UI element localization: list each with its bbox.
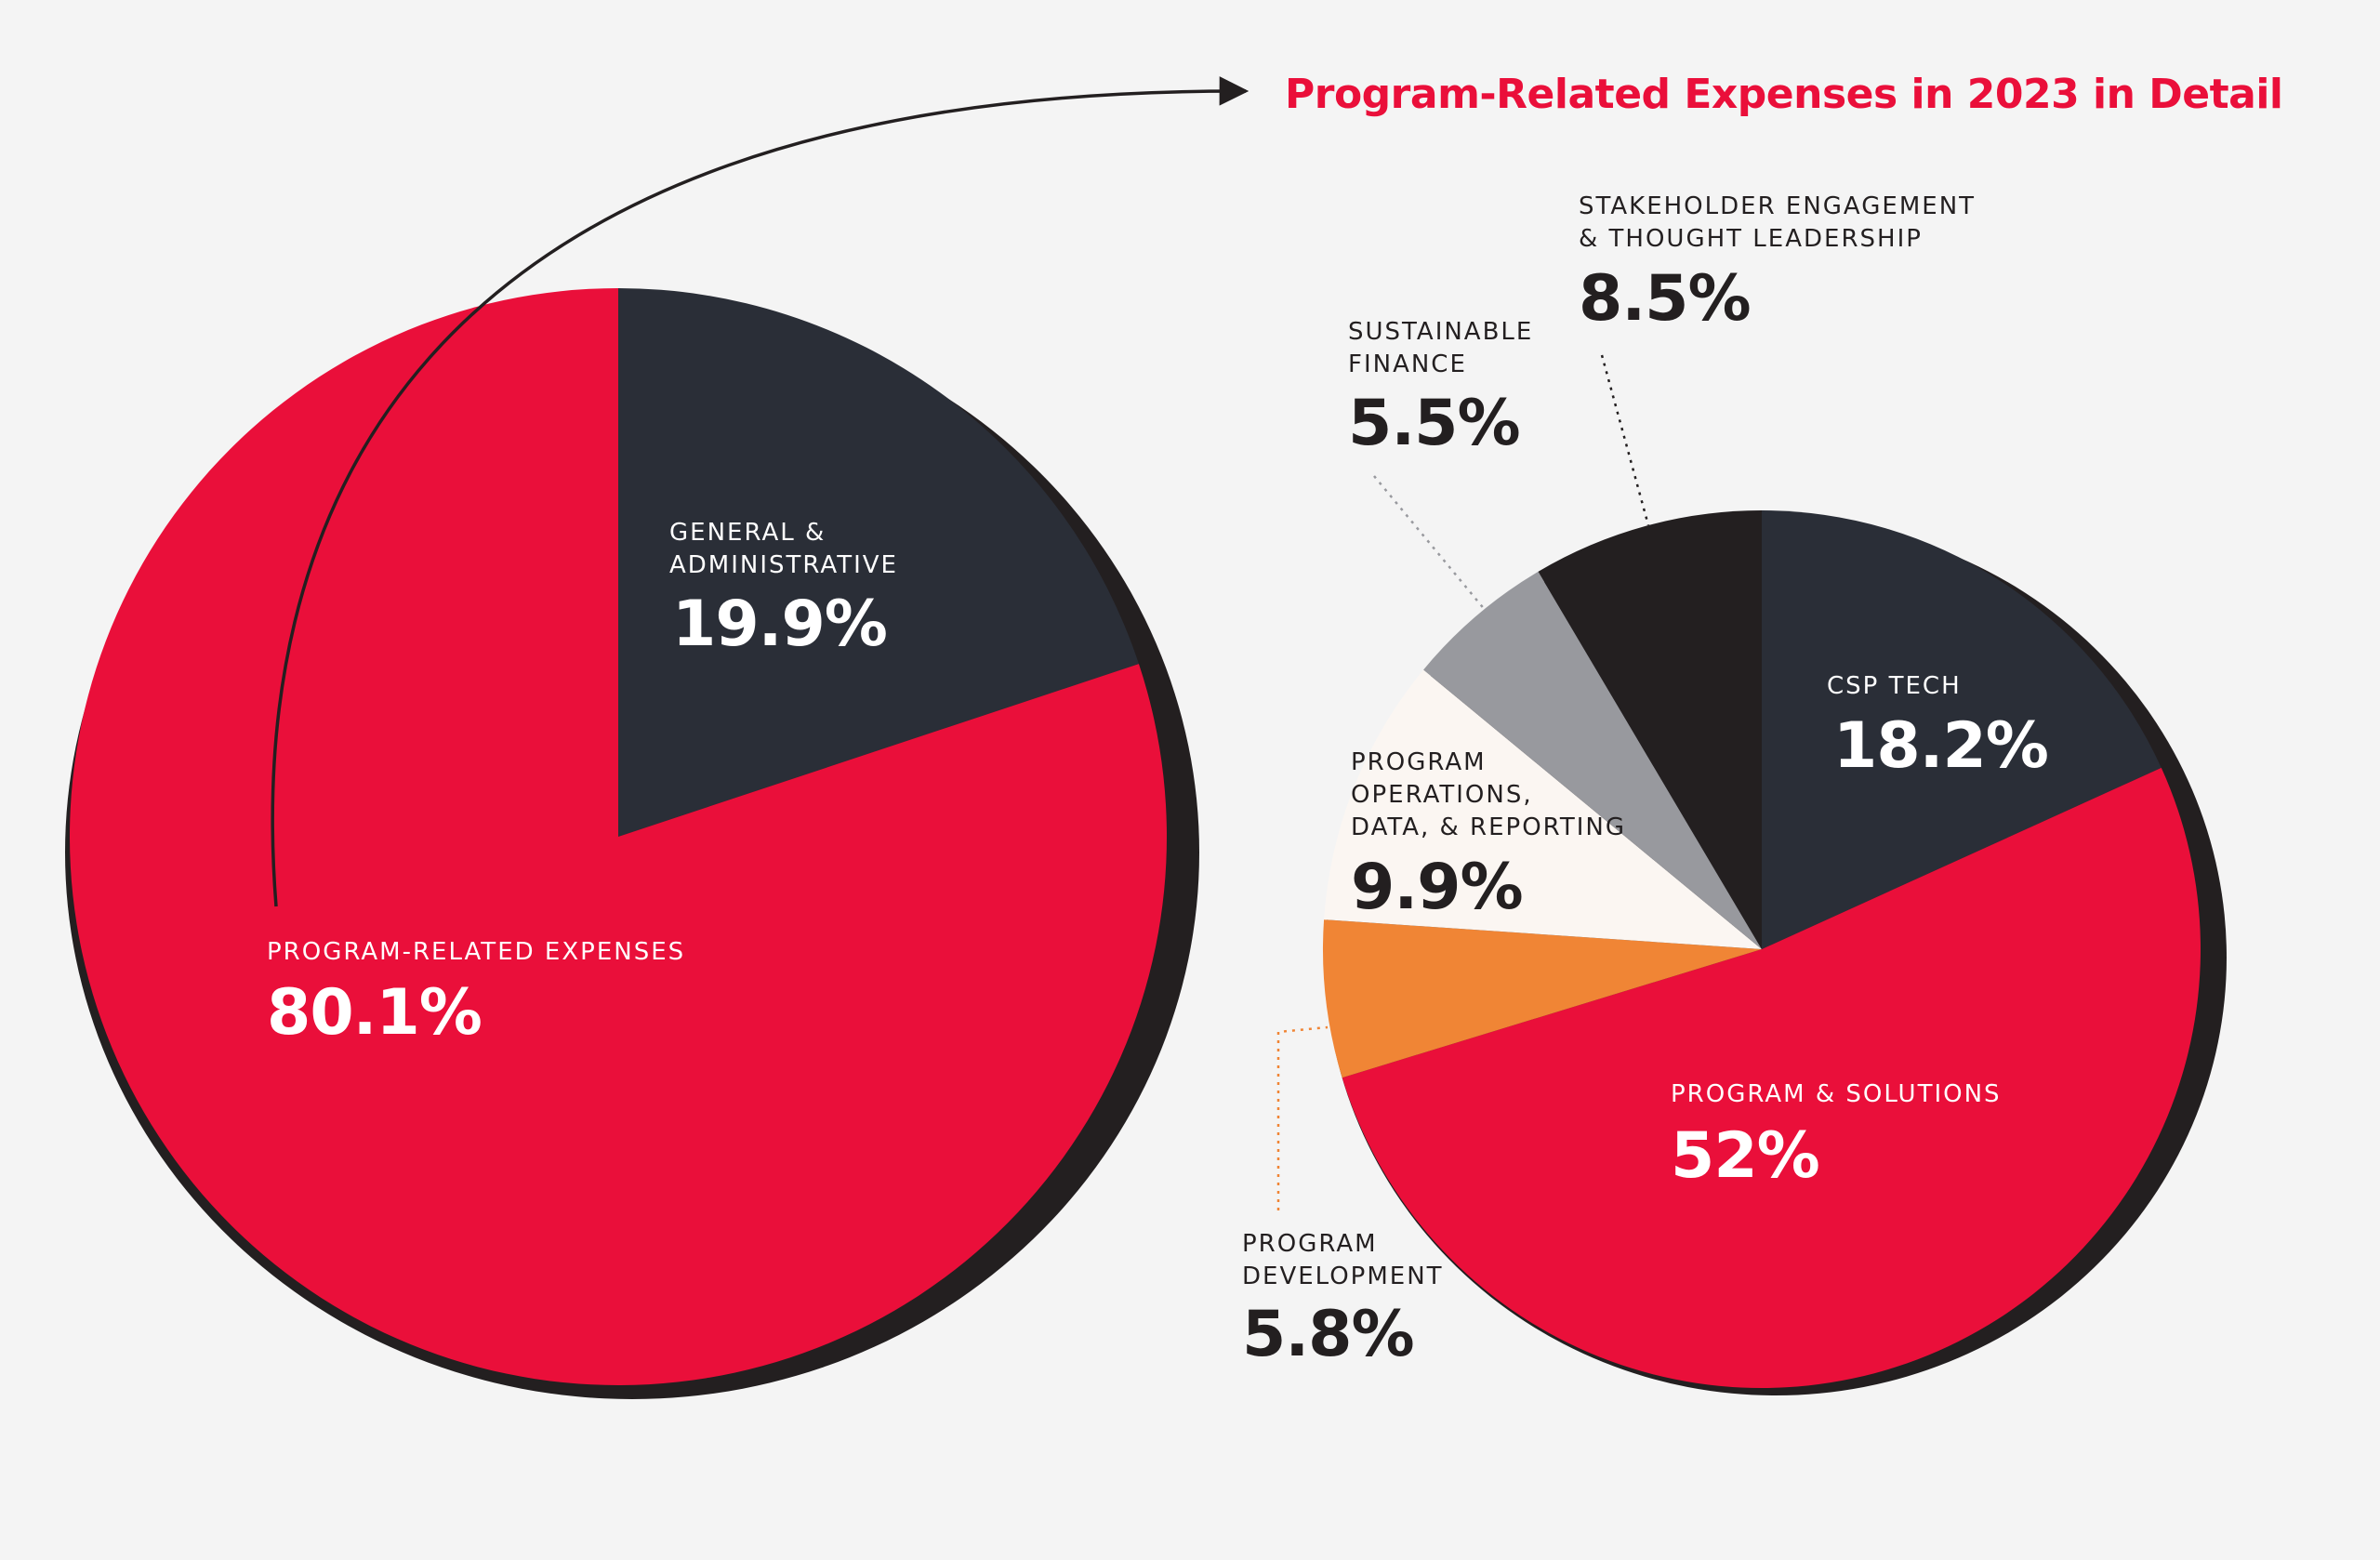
program-development-value: 5.8% bbox=[1242, 1298, 1414, 1371]
program-related-expenses-label: PROGRAM-RELATED EXPENSES bbox=[267, 938, 685, 966]
program-operations-value: 9.9% bbox=[1351, 851, 1523, 924]
program-solutions-value: 52% bbox=[1671, 1119, 1819, 1193]
stakeholder-leader-line bbox=[1600, 354, 1650, 526]
program-operations-label: PROGRAM OPERATIONS, DATA, & REPORTING bbox=[1351, 748, 1626, 841]
detail-slice-program-solutions bbox=[1342, 767, 2201, 1388]
overall-slice-program-related-expenses bbox=[69, 288, 1167, 1385]
program-solutions-label: PROGRAM & SOLUTIONS bbox=[1671, 1080, 2002, 1108]
program-development-leader-line bbox=[1276, 1025, 1329, 1210]
overall-expenses-pie bbox=[65, 288, 1199, 1399]
sustainable-finance-leader-line bbox=[1373, 475, 1487, 612]
connector-arrow bbox=[271, 76, 1250, 907]
detail-chart-title: Program-Related Expenses in 2023 in Deta… bbox=[1285, 71, 2282, 118]
detail-slice-program-operations-data-reporting bbox=[1324, 669, 1762, 949]
csp-tech-value: 18.2% bbox=[1833, 709, 2048, 783]
csp-tech-label: CSP TECH bbox=[1827, 672, 1962, 700]
program-related-expenses-value: 80.1% bbox=[267, 976, 482, 1050]
detail-slice-sustainable-finance bbox=[1423, 571, 1762, 949]
detail-slice-csp-tech bbox=[1762, 510, 2162, 949]
general-administrative-label: GENERAL & ADMINISTRATIVE bbox=[669, 519, 898, 579]
stakeholder-engagement-value: 8.5% bbox=[1579, 262, 1751, 336]
general-administrative-value: 19.9% bbox=[672, 588, 887, 661]
program-detail-pie bbox=[1323, 510, 2227, 1395]
detail-slice-stakeholder-engagement-thought-leadership bbox=[1538, 510, 1762, 949]
detail-slice-program-development bbox=[1323, 919, 1762, 1078]
sustainable-finance-label: SUSTAINABLE FINANCE bbox=[1348, 318, 1533, 378]
overall-slice-general-administrative bbox=[618, 288, 1139, 837]
stakeholder-engagement-label: STAKEHOLDER ENGAGEMENT & THOUGHT LEADERSH… bbox=[1579, 192, 1976, 253]
program-development-label: PROGRAM DEVELOPMENT bbox=[1242, 1230, 1444, 1290]
sustainable-finance-value: 5.5% bbox=[1348, 387, 1520, 460]
